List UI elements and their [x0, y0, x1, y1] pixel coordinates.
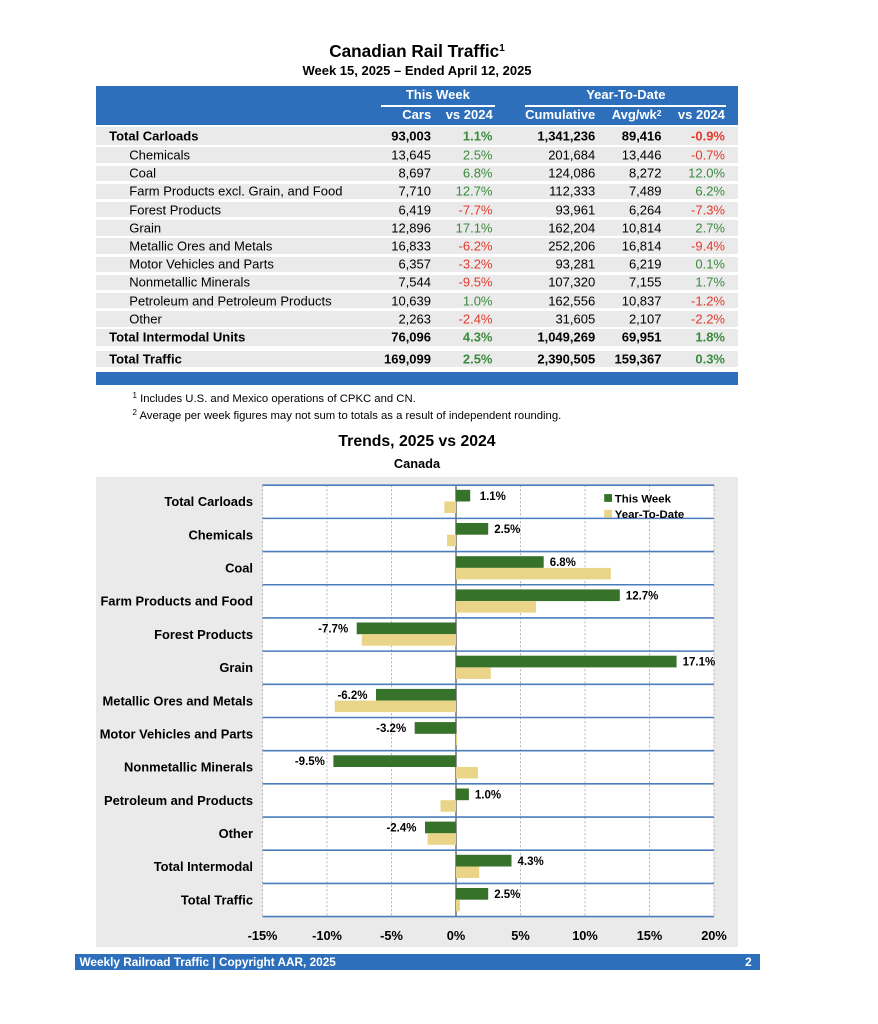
- svg-text:-5%: -5%: [380, 928, 403, 943]
- svg-text:Coal: Coal: [225, 561, 253, 576]
- svg-text:Year-To-Date: Year-To-Date: [615, 509, 684, 521]
- svg-text:2.5%: 2.5%: [494, 524, 520, 536]
- svg-text:0%: 0%: [447, 928, 466, 943]
- svg-text:6.8%: 6.8%: [550, 557, 576, 569]
- svg-text:This Week: This Week: [615, 493, 672, 505]
- svg-text:-9.5%: -9.5%: [295, 756, 325, 768]
- svg-text:Motor Vehicles and Parts: Motor Vehicles and Parts: [100, 727, 253, 742]
- svg-text:4.3%: 4.3%: [518, 856, 544, 868]
- svg-text:1.0%: 1.0%: [475, 789, 501, 801]
- svg-text:-3.2%: -3.2%: [376, 723, 406, 735]
- svg-text:20%: 20%: [701, 928, 727, 943]
- svg-text:-2.4%: -2.4%: [386, 823, 416, 835]
- svg-text:Petroleum and Products: Petroleum and Products: [104, 793, 253, 808]
- svg-text:-10%: -10%: [312, 928, 342, 943]
- svg-text:Metallic Ores and Metals: Metallic Ores and Metals: [103, 693, 253, 708]
- svg-text:Total Carloads: Total Carloads: [164, 494, 253, 509]
- svg-text:-6.2%: -6.2%: [337, 690, 367, 702]
- svg-text:Total Intermodal: Total Intermodal: [154, 859, 253, 874]
- svg-text:-7.7%: -7.7%: [318, 624, 348, 636]
- svg-text:Total Traffic: Total Traffic: [181, 892, 253, 907]
- svg-text:Chemicals: Chemicals: [189, 527, 254, 542]
- svg-text:Farm Products and Food: Farm Products and Food: [100, 594, 253, 609]
- svg-text:-15%: -15%: [248, 928, 278, 943]
- svg-text:Grain: Grain: [219, 660, 253, 675]
- svg-text:Nonmetallic Minerals: Nonmetallic Minerals: [124, 760, 253, 775]
- svg-text:15%: 15%: [637, 928, 663, 943]
- svg-text:17.1%: 17.1%: [683, 657, 716, 669]
- svg-text:Other: Other: [219, 826, 253, 841]
- svg-text:12.7%: 12.7%: [626, 590, 659, 602]
- svg-text:2.5%: 2.5%: [494, 889, 520, 901]
- svg-text:5%: 5%: [511, 928, 530, 943]
- svg-text:10%: 10%: [572, 928, 598, 943]
- svg-text:1.1%: 1.1%: [480, 491, 506, 503]
- svg-text:Forest Products: Forest Products: [154, 627, 253, 642]
